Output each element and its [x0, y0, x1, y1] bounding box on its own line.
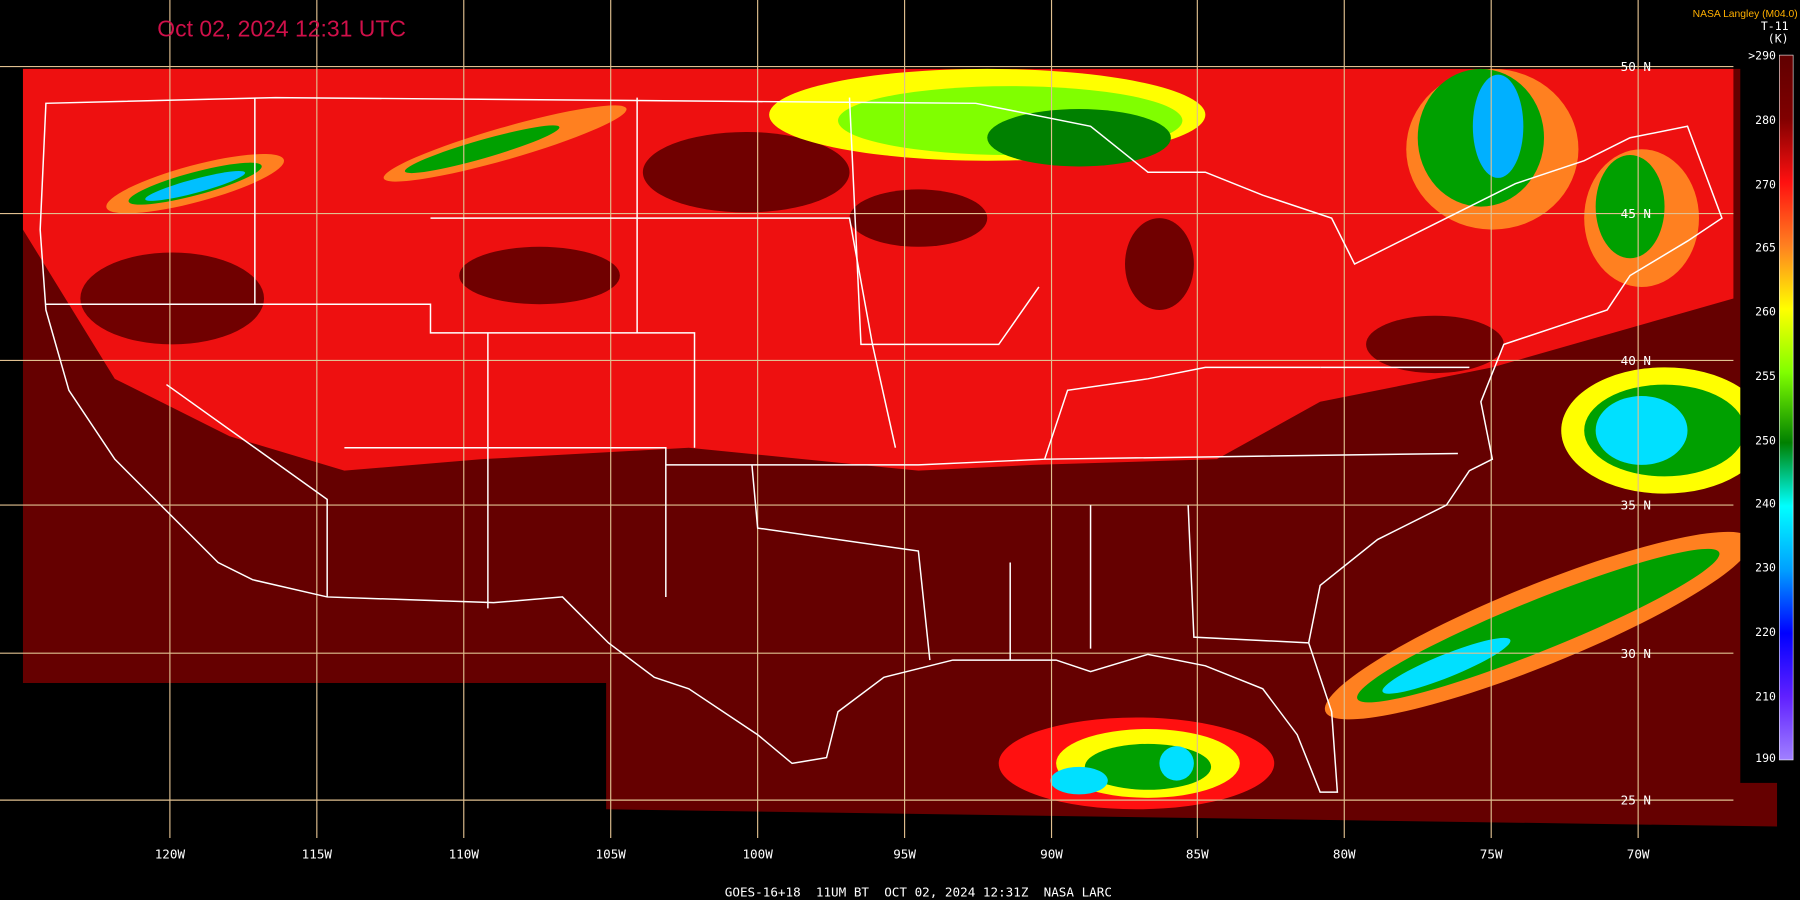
colorbar-label: 280 — [1755, 113, 1776, 127]
dark-patches — [80, 132, 1504, 374]
colorbar-label: 240 — [1755, 496, 1776, 510]
colorbar — [1779, 54, 1794, 761]
longitude-label: 95W — [893, 847, 916, 862]
colorbar-label: 210 — [1755, 689, 1776, 703]
colorbar-label: 265 — [1755, 240, 1776, 254]
longitude-label: 90W — [1040, 847, 1063, 862]
latitude-label: 35 N — [1621, 498, 1651, 513]
longitude-label: 105W — [596, 847, 627, 862]
cloud-features — [106, 68, 1768, 810]
latitude-label: 25 N — [1621, 793, 1651, 808]
latitude-label: 30 N — [1621, 646, 1651, 661]
credit: NASA Langley (M04.0) — [1693, 9, 1798, 20]
colorbar-title: T-11 — [1761, 19, 1789, 33]
colorbar-label: >290 — [1748, 49, 1776, 63]
colorbar-label: 250 — [1755, 433, 1776, 447]
latitude-label: 40 N — [1621, 353, 1651, 368]
longitude-label: 70W — [1627, 847, 1650, 862]
boundaries — [39, 96, 1723, 793]
graticule — [0, 0, 1734, 839]
latitude-label: 50 N — [1621, 59, 1651, 74]
footer: GOES-16+18 11UM BT OCT 02, 2024 12:31Z N… — [725, 885, 1112, 900]
colorbar-label: 270 — [1755, 177, 1776, 191]
longitude-label: 100W — [742, 847, 773, 862]
longitude-label: 115W — [302, 847, 333, 862]
longitude-label: 120W — [155, 847, 186, 862]
footer-bar — [0, 881, 1800, 900]
colorbar-unit: (K) — [1768, 31, 1789, 45]
longitude-label: 80W — [1333, 847, 1356, 862]
longitude-label: 75W — [1480, 847, 1503, 862]
longitude-label: 85W — [1186, 847, 1209, 862]
colorbar-label: 260 — [1755, 305, 1776, 319]
longitude-label: 110W — [449, 847, 480, 862]
timestamp: Oct 02, 2024 12:31 UTC — [157, 16, 406, 42]
colorbar-label: 190 — [1755, 751, 1776, 765]
colorbar-label: 255 — [1755, 369, 1776, 383]
colorbar-label: 230 — [1755, 561, 1776, 575]
latitude-label: 45 N — [1621, 206, 1651, 221]
colorbar-label: 220 — [1755, 625, 1776, 639]
